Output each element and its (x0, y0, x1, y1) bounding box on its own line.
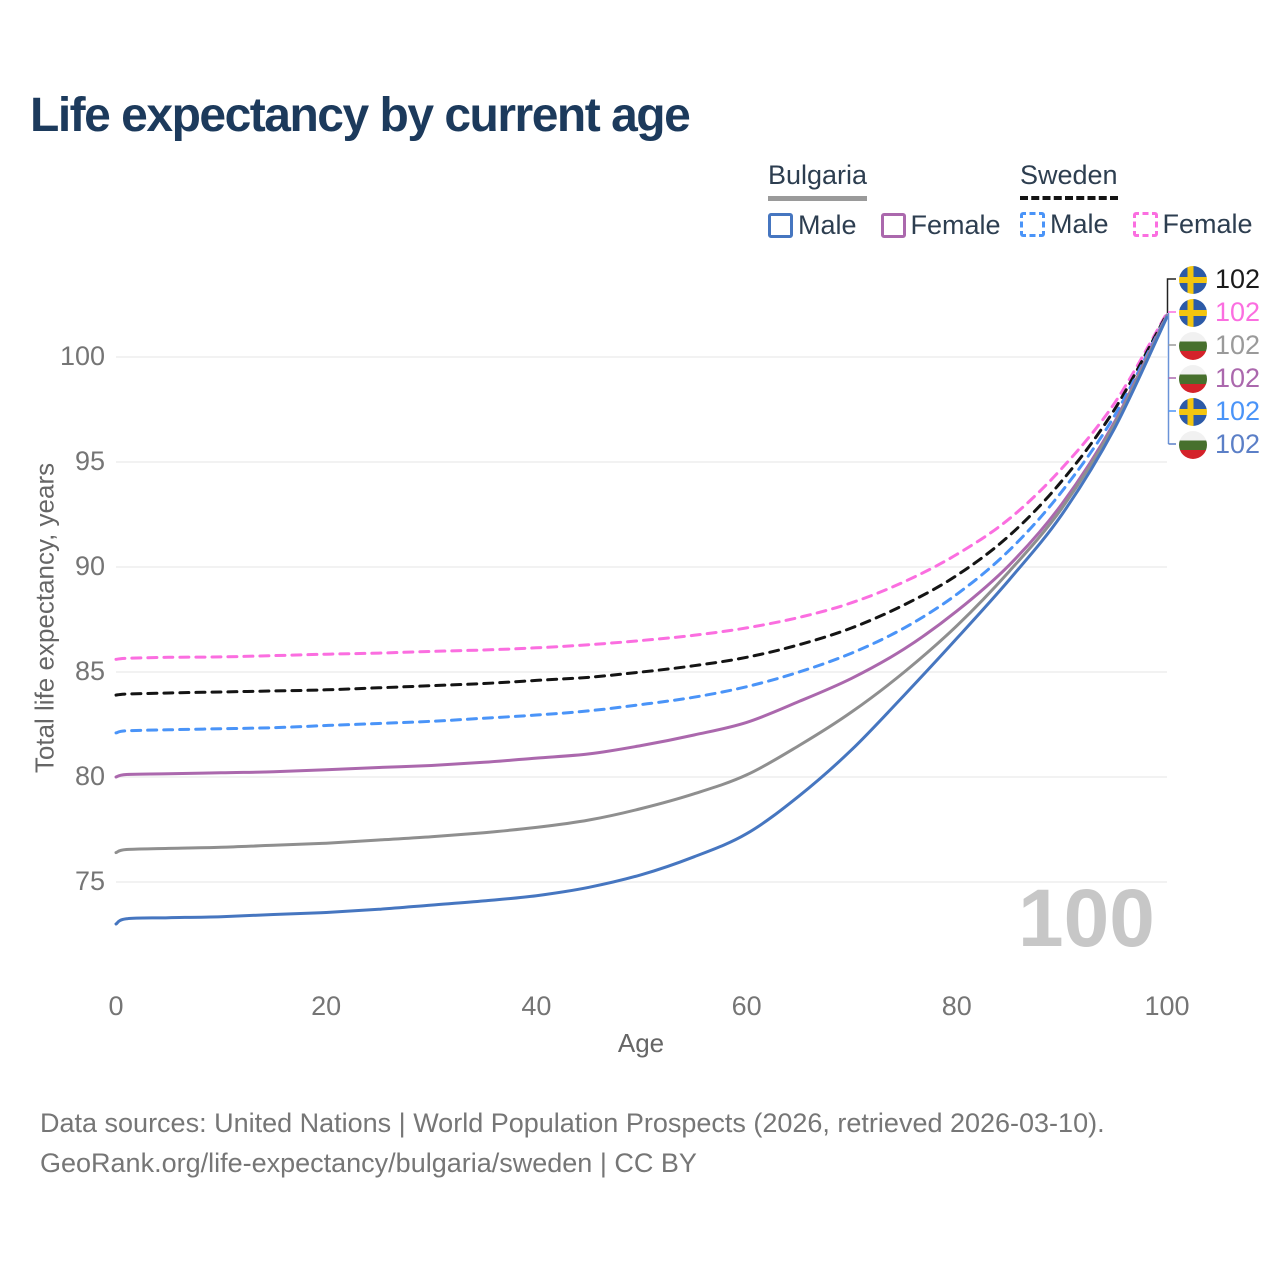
series-line-sweden-total (114, 312, 1169, 697)
series-line-sweden-male (114, 313, 1169, 735)
bulgaria-flag-icon (1179, 364, 1207, 393)
legend-items-sweden: Male Female (1020, 209, 1253, 240)
legend-swatch-sweden-male (1020, 212, 1045, 237)
sweden-flag-icon (1179, 298, 1207, 327)
y-axis-tick-75: 75 (74, 866, 105, 896)
legend-swatch-bulgaria-male (768, 213, 793, 238)
end-label-value: 102 (1215, 330, 1261, 360)
y-axis-tick-95: 95 (74, 446, 105, 476)
series-line-sweden-female (114, 311, 1169, 661)
series-line-bulgaria-male (114, 315, 1169, 926)
end-label-value: 102 (1215, 297, 1261, 327)
legend-title-sweden: Sweden (1020, 160, 1118, 200)
legend-group-bulgaria: Bulgaria Male Female (768, 160, 1001, 241)
sweden-flag-icon (1179, 265, 1207, 294)
x-axis-tick-0: 0 (108, 991, 124, 1021)
x-axis-tick-60: 60 (731, 991, 762, 1021)
legend-item-sweden-male[interactable]: Male (1020, 209, 1109, 240)
y-axis-title: Total life expectancy, years (29, 462, 60, 774)
legend-title-bulgaria: Bulgaria (768, 160, 868, 201)
legend-label: Female (1162, 209, 1253, 239)
end-label-row[interactable]: 102 (1179, 429, 1260, 460)
legend-item-sweden-female[interactable]: Female (1132, 209, 1253, 240)
legend-label: Female (910, 210, 1001, 240)
bulgaria-flag-icon (1179, 430, 1207, 459)
end-label-row[interactable]: 102 (1179, 330, 1260, 361)
page-title: Life expectancy by current age (30, 89, 691, 142)
x-axis-tick-20: 20 (311, 991, 342, 1021)
legend-item-bulgaria-female[interactable]: Female (880, 210, 1001, 241)
end-label-connector (1166, 278, 1176, 313)
legend-swatch-bulgaria-female (880, 213, 906, 238)
bulgaria-flag-icon (1179, 331, 1207, 360)
end-label-value: 102 (1215, 396, 1261, 426)
x-axis-tick-100: 100 (1144, 991, 1190, 1021)
y-axis-tick-80: 80 (74, 761, 105, 791)
attribution-note: GeoRank.org/life-expectancy/bulgaria/swe… (40, 1148, 697, 1178)
x-axis-title: Age (617, 1028, 665, 1058)
end-label-row[interactable]: 102 (1179, 396, 1260, 427)
end-label-row[interactable]: 102 (1179, 264, 1260, 295)
series-line-bulgaria-female (114, 313, 1169, 779)
legend-items-bulgaria: Male Female (768, 210, 1001, 241)
legend-label: Male (1050, 209, 1109, 239)
data-sources-note: Data sources: United Nations | World Pop… (40, 1108, 1105, 1138)
end-label-row[interactable]: 102 (1179, 363, 1260, 394)
end-label-row[interactable]: 102 (1179, 297, 1260, 328)
x-axis-tick-40: 40 (521, 991, 552, 1021)
sweden-flag-icon (1179, 397, 1207, 426)
x-axis-tick-80: 80 (941, 991, 972, 1021)
end-label-value: 102 (1215, 363, 1261, 393)
age-watermark: 100 (1018, 873, 1155, 964)
series-line-bulgaria-total (114, 314, 1169, 855)
end-label-value: 102 (1215, 429, 1261, 459)
y-axis-tick-90: 90 (74, 551, 105, 581)
y-axis-tick-85: 85 (74, 656, 105, 686)
legend-label: Male (798, 210, 857, 240)
legend-swatch-sweden-female (1132, 212, 1158, 237)
end-label-value: 102 (1215, 264, 1261, 294)
legend-item-bulgaria-male[interactable]: Male (768, 210, 857, 241)
legend-group-sweden: Sweden Male Female (1020, 160, 1253, 240)
y-axis-tick-100: 100 (59, 341, 105, 371)
